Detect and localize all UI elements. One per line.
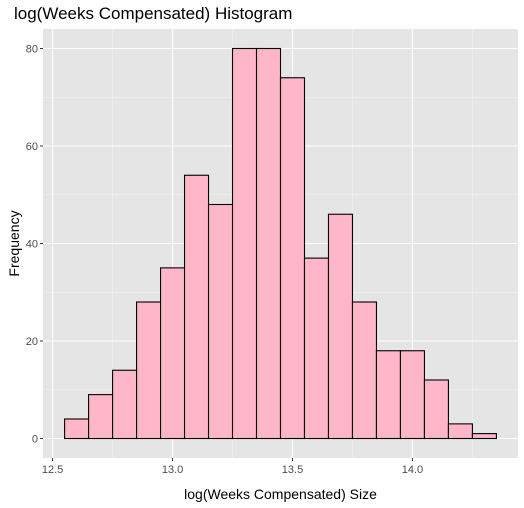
histogram-bar	[375, 350, 401, 440]
histogram-bar	[423, 379, 449, 440]
y-tick-label: 40	[26, 239, 38, 251]
x-tick-label: 13.0	[162, 464, 183, 476]
x-tick-label: 12.5	[42, 464, 63, 476]
histogram-bar	[255, 47, 282, 440]
x-tick-label: 14.0	[402, 464, 423, 476]
histogram-bar	[207, 203, 234, 440]
histogram-bar	[471, 433, 497, 440]
histogram-bar	[88, 394, 114, 440]
histogram-bar	[64, 418, 90, 440]
histogram-bar	[303, 257, 330, 440]
histogram-bar	[279, 77, 306, 440]
histogram-bar	[160, 267, 186, 440]
histogram-bar	[399, 350, 425, 440]
y-axis-title: Frequency	[6, 210, 22, 276]
histogram-bar	[112, 369, 138, 440]
histogram-bar	[351, 301, 378, 440]
y-tick-label: 20	[26, 336, 38, 348]
x-axis-title: log(Weeks Compensated) Size	[184, 486, 377, 502]
y-tick-label: 0	[32, 434, 38, 446]
histogram-bar	[447, 423, 473, 440]
axes: 12.5 13.0 13.5 14.0 0 20 40 60 80	[26, 44, 423, 477]
x-tick-label: 13.5	[282, 464, 303, 476]
histogram-bar	[231, 47, 258, 440]
y-tick-label: 80	[26, 44, 38, 56]
chart-title: log(Weeks Compensated) Histogram	[14, 4, 293, 23]
y-tick-label: 60	[26, 141, 38, 153]
histogram-bars	[64, 47, 497, 440]
histogram-bar	[183, 174, 210, 440]
histogram-bar	[136, 301, 162, 440]
histogram-bar	[327, 213, 354, 440]
